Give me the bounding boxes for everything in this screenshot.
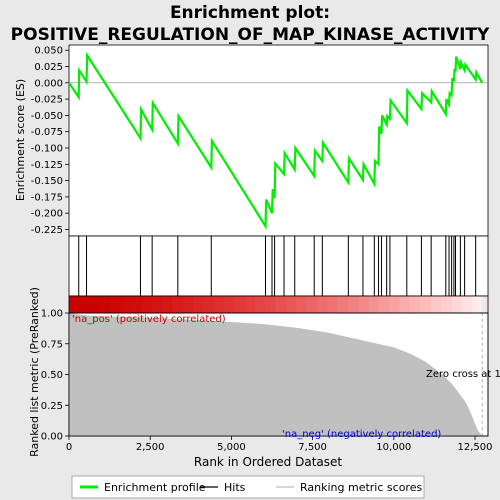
rank-color-band-segment	[285, 296, 297, 313]
rank-color-band-segment	[244, 296, 256, 313]
metric-y-tick-label: 0.25	[41, 401, 63, 412]
rank-color-band-segment	[161, 296, 173, 313]
rank-color-band-segment	[69, 296, 80, 313]
rank-color-band-segment	[451, 296, 463, 313]
hits-panel	[68, 235, 489, 314]
x-tick-label: 7,500	[298, 442, 327, 453]
rank-color-band-segment	[430, 296, 442, 313]
hits-area	[68, 235, 489, 297]
rank-color-band-segment	[182, 296, 194, 313]
rank-color-band-segment	[203, 296, 215, 313]
metric-y-tick-label: 0.50	[41, 370, 63, 381]
x-tick-label: 12,500	[458, 442, 493, 453]
rank-color-band-segment	[172, 296, 184, 313]
es-y-tick-label: -0.025	[31, 95, 63, 106]
rank-color-band-segment	[213, 296, 225, 313]
legend: Enrichment profile Hits Ranking metric sco…	[71, 475, 425, 499]
rank-color-band-segment	[306, 296, 318, 313]
es-y-tick-label: 0.025	[34, 62, 63, 73]
es-y-tick-label: -0.150	[31, 176, 63, 187]
zero-cross-label: Zero cross at 12720	[426, 369, 500, 380]
es-y-tick-label: -0.125	[31, 160, 63, 171]
es-y-tick-label: 0.000	[34, 78, 63, 89]
es-y-tick-label: -0.175	[31, 192, 63, 203]
rank-color-band-segment	[130, 296, 142, 313]
rank-color-band-segment	[296, 296, 308, 313]
metric-y-tick-label: 0.75	[41, 339, 63, 350]
rank-color-band-segment	[461, 296, 473, 313]
rank-color-band-negative	[482, 296, 488, 313]
rank-color-band-segment	[192, 296, 204, 313]
legend-label: Enrichment profile	[104, 481, 206, 494]
es-y-tick-label: -0.100	[31, 143, 63, 154]
neg-label: 'na_neg' (negatively correlated)	[282, 429, 441, 440]
rank-color-band-segment	[409, 296, 421, 313]
x-axis-label: Rank in Ordered Dataset	[194, 455, 342, 469]
legend-box	[71, 475, 425, 499]
rank-color-band-segment	[275, 296, 287, 313]
rank-color-band-segment	[234, 296, 246, 313]
metric-panel: 0.00 0.25 0.50 0.75 1.00 0 2,500 5,000 7,500 10,0…	[41, 309, 493, 454]
es-y-tick-label: -0.225	[31, 225, 63, 236]
es-y-tick-label: 0.050	[34, 46, 63, 57]
legend-label: Hits	[224, 481, 246, 494]
es-y-tick-label: -0.050	[31, 111, 63, 122]
rank-color-band-segment	[110, 296, 122, 313]
rank-color-band-segment	[254, 296, 266, 313]
rank-color-band-segment	[358, 296, 370, 313]
rank-color-band-segment	[347, 296, 359, 313]
x-tick-label: 5,000	[217, 442, 246, 453]
rank-color-band-segment	[120, 296, 132, 313]
es-panel: 0.050 0.025 0.000 -0.025 -0.050 -0.075 -0.100 -…	[31, 44, 489, 237]
chart-title-line2: POSITIVE_REGULATION_OF_MAP_KINASE_ACTIVI…	[11, 25, 490, 45]
es-y-tick-label: -0.075	[31, 127, 63, 138]
metric-y-axis-label: Ranked list metric (PreRanked)	[28, 287, 41, 457]
rank-color-band-segment	[378, 296, 390, 313]
x-tick-label: 0	[66, 442, 72, 453]
pos-label: 'na_pos' (positively correlated)	[72, 314, 226, 325]
rank-color-band-segment	[399, 296, 411, 313]
rank-color-band-segment	[99, 296, 111, 313]
rank-color-band-segment	[265, 296, 277, 313]
ranking-metric-area	[69, 313, 483, 436]
metric-y-tick-label: 1.00	[41, 309, 63, 320]
rank-color-band-segment	[440, 296, 452, 313]
rank-color-band-segment	[316, 296, 328, 313]
es-y-tick-label: -0.200	[31, 209, 63, 220]
rank-color-band-segment	[223, 296, 235, 313]
rank-color-band-segment	[141, 296, 153, 313]
metric-y-tick-label: 0.00	[41, 432, 63, 443]
rank-color-band-segment	[337, 296, 349, 313]
x-tick-label: 10,000	[376, 442, 411, 453]
legend-label: Ranking metric scores	[300, 481, 422, 494]
enrichment-profile-line	[68, 51, 484, 230]
es-plot-area	[68, 44, 489, 237]
rank-color-band-segment	[89, 296, 101, 313]
rank-color-band-segment	[471, 296, 483, 313]
rank-color-band-segment	[389, 296, 401, 313]
rank-color-band-segment	[420, 296, 432, 313]
rank-color-band-segment	[151, 296, 163, 313]
x-tick-label: 2,500	[136, 442, 165, 453]
rank-color-band-segment	[79, 296, 91, 313]
rank-color-band-segment	[327, 296, 339, 313]
chart-title-line1: Enrichment plot:	[170, 3, 330, 23]
es-y-axis-label: Enrichment score (ES)	[14, 79, 27, 201]
rank-color-band-segment	[368, 296, 380, 313]
